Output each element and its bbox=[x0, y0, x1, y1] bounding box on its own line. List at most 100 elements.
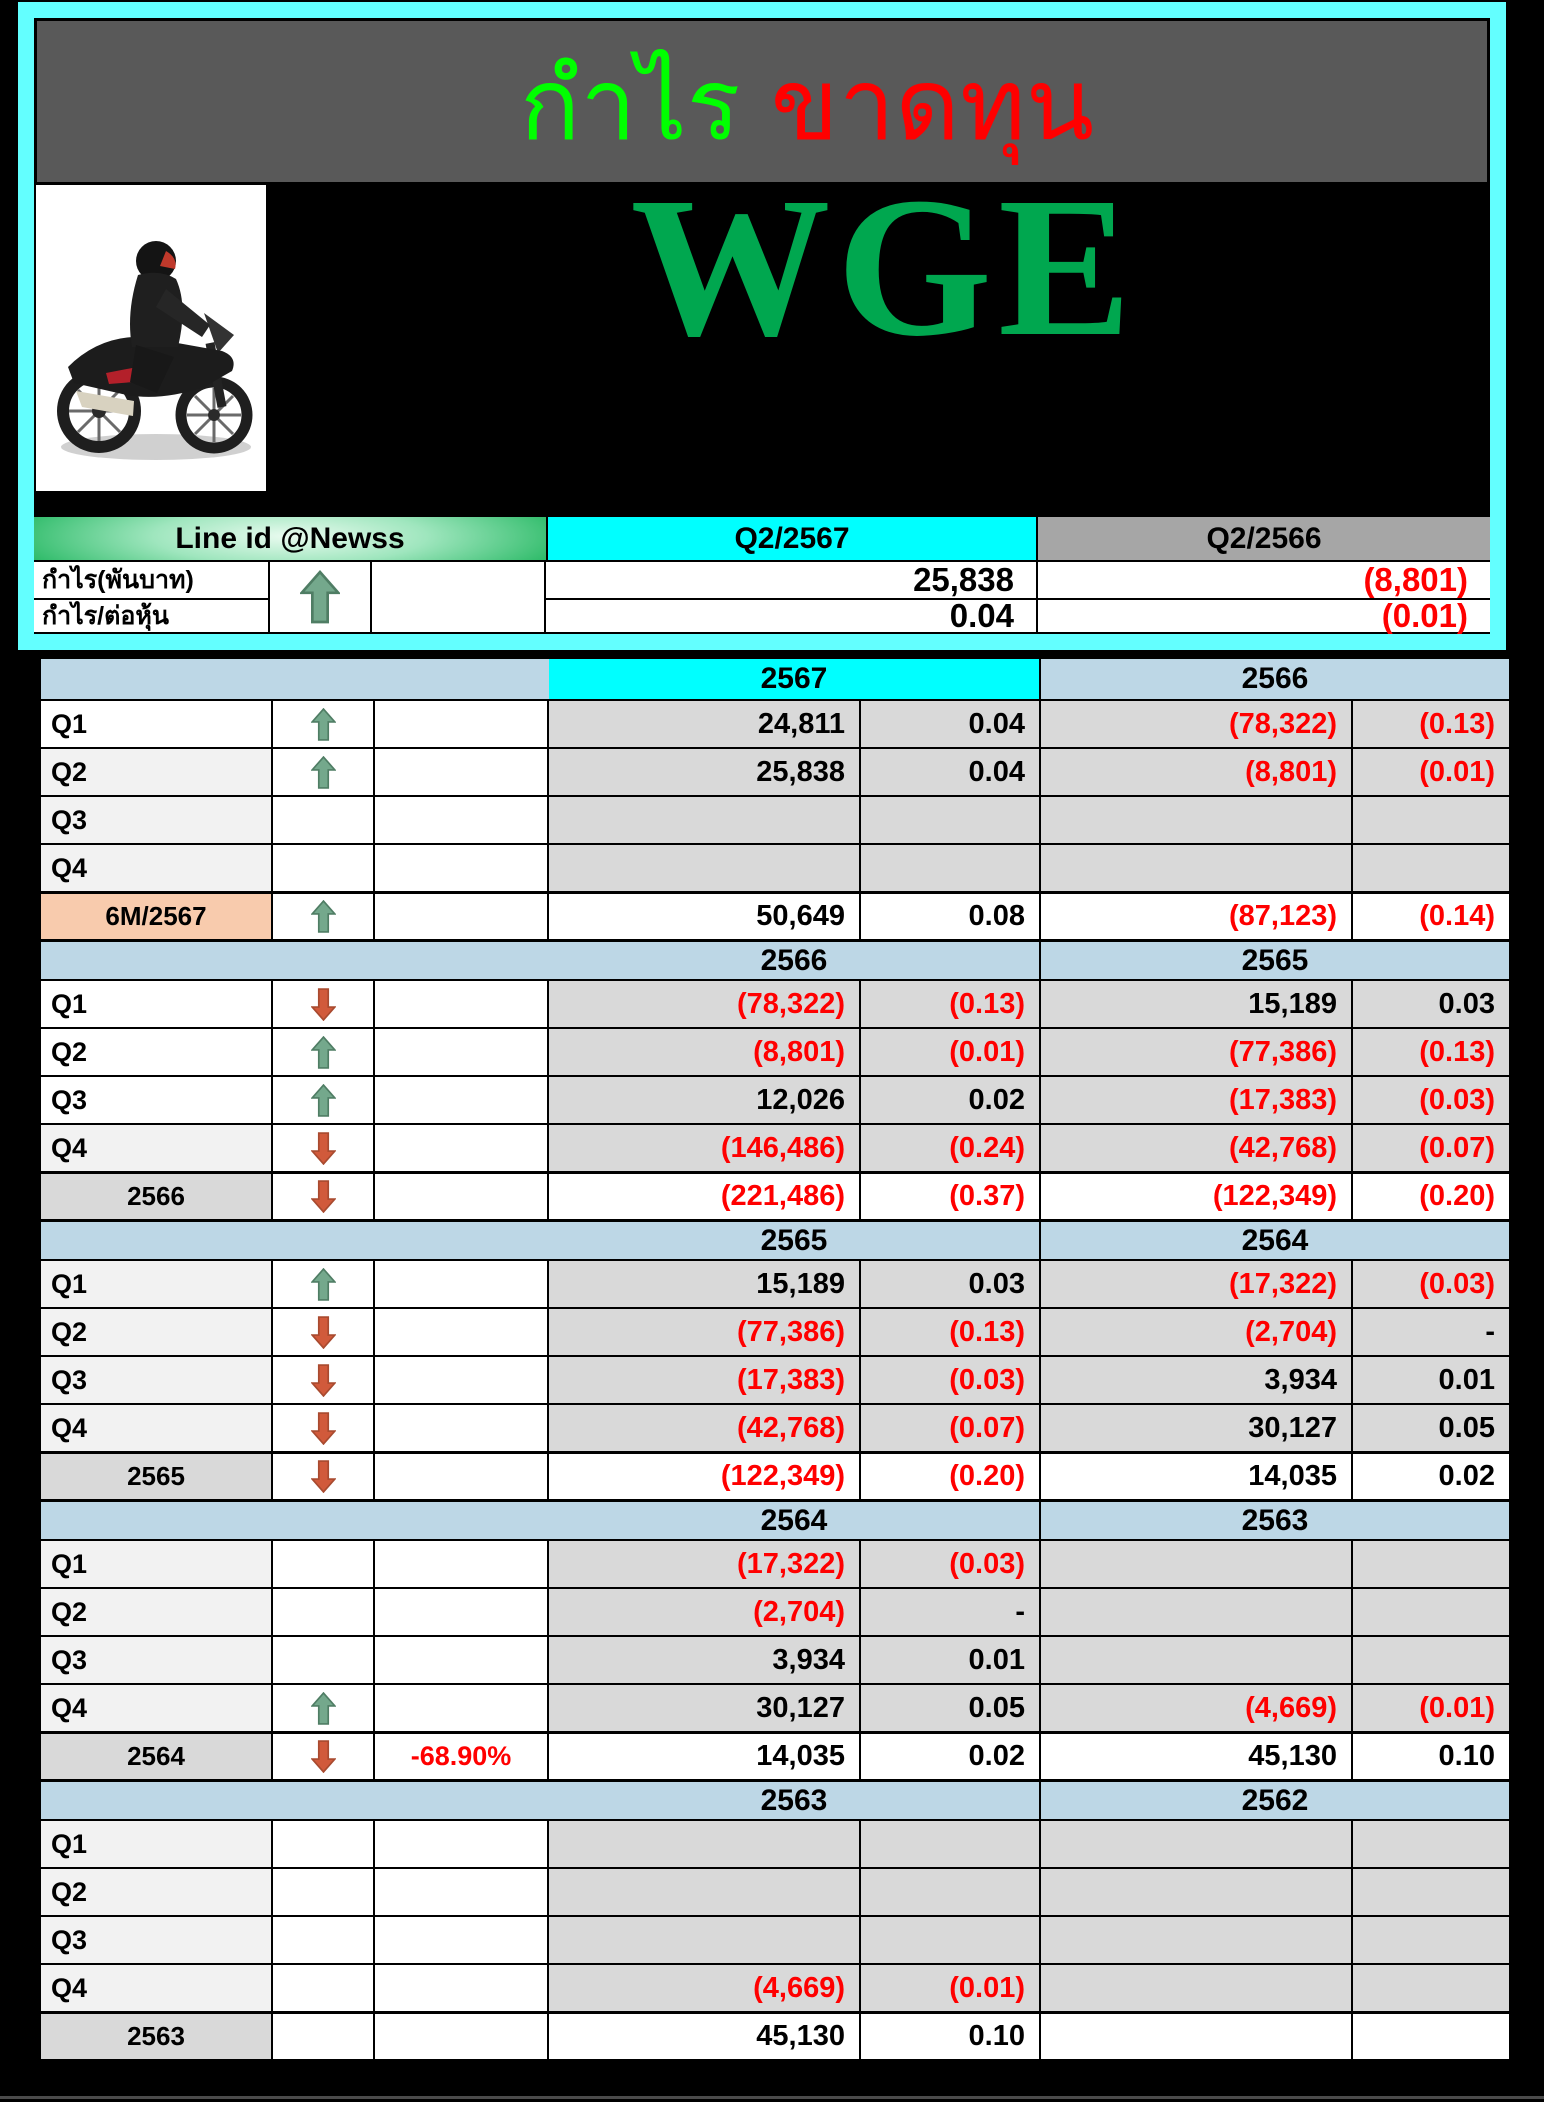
value-cell: (77,386) bbox=[549, 1307, 861, 1355]
percent-change-cell bbox=[375, 1123, 549, 1171]
quarter-label: Q2 bbox=[41, 1027, 273, 1075]
value-cell: (4,669) bbox=[1041, 1683, 1353, 1731]
value-cell: 0.04 bbox=[861, 699, 1041, 747]
table-section-2565: 2565 2564 Q1 15,189 0.03 (17,322) (0.03) Q2 (77,… bbox=[41, 1219, 1509, 1499]
percent-change-cell bbox=[375, 2011, 549, 2059]
value-cell bbox=[1041, 1819, 1353, 1867]
up-arrow-icon bbox=[310, 755, 336, 789]
trend-arrow-cell bbox=[273, 747, 375, 795]
value-cell: 0.10 bbox=[861, 2011, 1041, 2059]
value-cell: (8,801) bbox=[549, 1027, 861, 1075]
year-left-header: 2564 bbox=[549, 1499, 1041, 1539]
value-cell: (17,383) bbox=[549, 1355, 861, 1403]
quarter-label: Q2 bbox=[41, 1307, 273, 1355]
metric-current-eps: 0.04 bbox=[546, 597, 1038, 634]
value-cell bbox=[1353, 795, 1509, 843]
year-summary-label: 2566 bbox=[41, 1171, 273, 1219]
title-profit-word: กำไร bbox=[519, 49, 741, 161]
period-header-row: Line id @Newss Q2/2567 Q2/2566 bbox=[34, 515, 1490, 562]
value-cell bbox=[1041, 1867, 1353, 1915]
quarter-label: Q1 bbox=[41, 1819, 273, 1867]
down-arrow-icon bbox=[310, 1180, 336, 1213]
percent-change-cell bbox=[375, 1307, 549, 1355]
value-cell: 0.02 bbox=[861, 1731, 1041, 1779]
year-left-header: 2566 bbox=[549, 939, 1041, 979]
value-cell: (122,349) bbox=[549, 1451, 861, 1499]
value-cell: (122,349) bbox=[1041, 1171, 1353, 1219]
value-cell bbox=[861, 1915, 1041, 1963]
value-cell: 30,127 bbox=[549, 1683, 861, 1731]
trend-arrow-cell bbox=[273, 843, 375, 891]
quarter-label: Q2 bbox=[41, 747, 273, 795]
quarter-label: Q1 bbox=[41, 1259, 273, 1307]
line-id-badge: Line id @Newss bbox=[34, 515, 546, 562]
down-arrow-icon bbox=[310, 987, 336, 1021]
value-cell bbox=[1353, 1915, 1509, 1963]
percent-change-cell bbox=[375, 699, 549, 747]
metric-current-profit: 25,838 bbox=[546, 561, 1038, 600]
year-summary-label: 6M/2567 bbox=[41, 891, 273, 939]
value-cell: (0.03) bbox=[861, 1539, 1041, 1587]
motorcycle-image bbox=[36, 185, 266, 491]
value-cell: 15,189 bbox=[549, 1259, 861, 1307]
section-header-spacer bbox=[41, 939, 549, 979]
quarter-label: Q4 bbox=[41, 1403, 273, 1451]
value-cell: (42,768) bbox=[1041, 1123, 1353, 1171]
table-section-2564: 2564 2563 Q1 (17,322) (0.03) Q2 (2,704) - Q3 3,93… bbox=[41, 1499, 1509, 1779]
value-cell: (0.03) bbox=[1353, 1075, 1509, 1123]
value-cell: 0.02 bbox=[1353, 1451, 1509, 1499]
trend-arrow-cell bbox=[273, 1307, 375, 1355]
year-right-header: 2564 bbox=[1041, 1219, 1509, 1259]
value-cell: 45,130 bbox=[549, 2011, 861, 2059]
year-summary-label: 2563 bbox=[41, 2011, 273, 2059]
percent-change-cell bbox=[375, 979, 549, 1027]
percent-change-cell bbox=[375, 1587, 549, 1635]
percent-change-cell bbox=[375, 891, 549, 939]
up-arrow-icon bbox=[310, 1267, 336, 1301]
quarter-label: Q3 bbox=[41, 1635, 273, 1683]
value-cell bbox=[1041, 843, 1353, 891]
value-cell: 30,127 bbox=[1041, 1403, 1353, 1451]
value-cell: (0.07) bbox=[861, 1403, 1041, 1451]
value-cell: 0.10 bbox=[1353, 1731, 1509, 1779]
value-cell: (87,123) bbox=[1041, 891, 1353, 939]
value-cell: 0.04 bbox=[861, 747, 1041, 795]
section-header-spacer bbox=[41, 1779, 549, 1819]
percent-change-cell bbox=[375, 1259, 549, 1307]
trend-arrow-cell bbox=[273, 1819, 375, 1867]
percent-change-cell bbox=[375, 1635, 549, 1683]
trend-arrow-cell bbox=[273, 1635, 375, 1683]
value-cell bbox=[1041, 1915, 1353, 1963]
year-left-header: 2563 bbox=[549, 1779, 1041, 1819]
percent-change-cell bbox=[375, 843, 549, 891]
value-cell bbox=[1353, 1819, 1509, 1867]
section-header-spacer bbox=[41, 1219, 549, 1259]
year-left-header: 2567 bbox=[549, 659, 1041, 699]
percent-change-cell bbox=[375, 795, 549, 843]
value-cell: (0.07) bbox=[1353, 1123, 1509, 1171]
value-cell bbox=[1353, 843, 1509, 891]
table-section-2567: 2567 2566 Q1 24,811 0.04 (78,322) (0.13) Q2 25,8… bbox=[41, 659, 1509, 939]
quarter-label: Q1 bbox=[41, 979, 273, 1027]
quarter-label: Q4 bbox=[41, 1123, 273, 1171]
trend-arrow-cell bbox=[273, 1587, 375, 1635]
top-panel: กำไร ขาดทุน bbox=[34, 18, 1490, 634]
trend-arrow-cell bbox=[273, 699, 375, 747]
trend-arrow-cell bbox=[273, 1027, 375, 1075]
value-cell bbox=[1353, 2011, 1509, 2059]
quarter-label: Q4 bbox=[41, 1683, 273, 1731]
value-cell: 0.05 bbox=[861, 1683, 1041, 1731]
quarter-label: Q3 bbox=[41, 795, 273, 843]
title-banner: กำไร ขาดทุน bbox=[37, 21, 1487, 182]
value-cell: (78,322) bbox=[549, 979, 861, 1027]
value-cell: (0.13) bbox=[1353, 1027, 1509, 1075]
down-arrow-icon bbox=[310, 1315, 336, 1349]
value-cell: 0.01 bbox=[1353, 1355, 1509, 1403]
percent-change-cell bbox=[375, 1027, 549, 1075]
value-cell: 0.03 bbox=[1353, 979, 1509, 1027]
quarter-label: Q3 bbox=[41, 1075, 273, 1123]
up-arrow-icon bbox=[300, 570, 340, 624]
value-cell: (221,486) bbox=[549, 1171, 861, 1219]
metric-label-profit: กำไร(พันบาท) bbox=[34, 562, 270, 600]
